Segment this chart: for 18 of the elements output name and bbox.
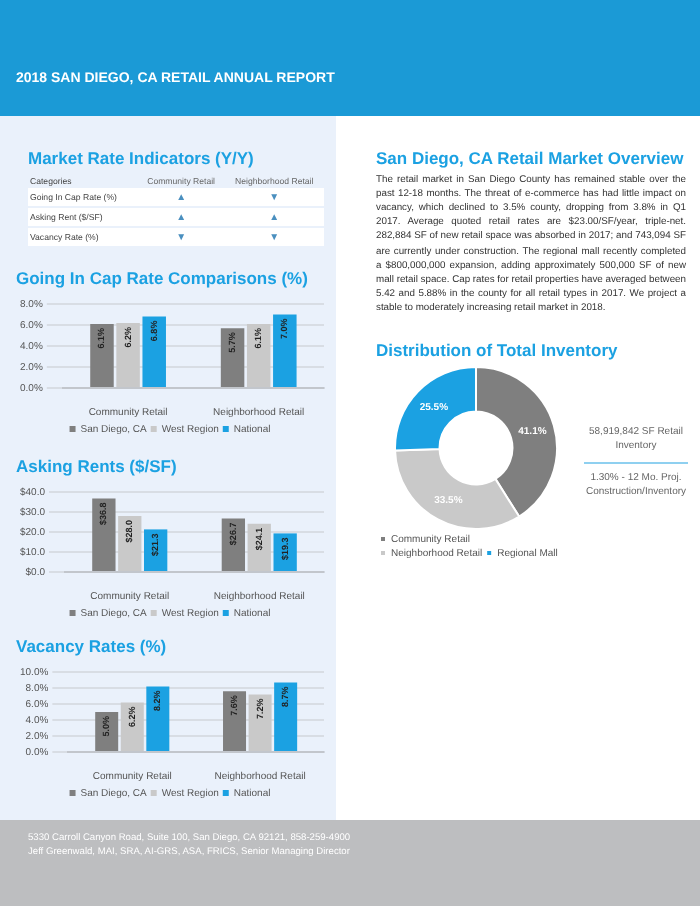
- bar: [220, 328, 245, 387]
- chart-title: Asking Rents ($/SF): [16, 456, 179, 476]
- bar: [274, 682, 298, 751]
- chart-title: Going In Cap Rate Comparisons (%): [16, 268, 310, 288]
- chart-title: Distribution of Total Inventory: [376, 340, 620, 360]
- bar: [273, 314, 297, 387]
- bar: [120, 702, 144, 751]
- bar: [90, 323, 114, 387]
- bar: [142, 316, 166, 387]
- text: San Diego, CA Retail Market Overview: [376, 148, 686, 168]
- bar: [146, 686, 170, 751]
- bar: [92, 498, 116, 571]
- text: Market Rate Indicators (Y/Y): [28, 148, 256, 168]
- bar: [116, 322, 140, 387]
- bar: [223, 691, 247, 751]
- chart-title: Vacancy Rates (%): [16, 636, 169, 656]
- bar: [246, 323, 271, 387]
- bar: [248, 694, 272, 751]
